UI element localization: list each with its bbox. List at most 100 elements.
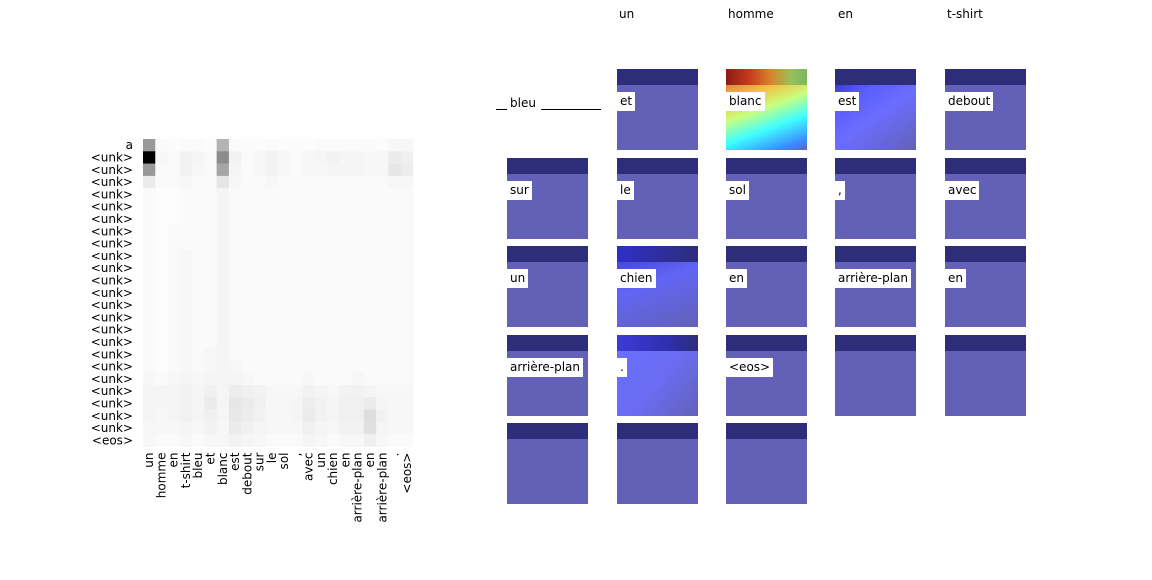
heatmap-cell — [363, 311, 377, 324]
attention-tile: est — [835, 69, 916, 150]
heatmap-cell — [314, 323, 328, 337]
heatmap-cell — [192, 249, 205, 263]
heatmap-cell — [327, 249, 340, 263]
heatmap-cell — [167, 286, 181, 300]
heatmap-cell — [277, 286, 291, 300]
heatmap-cell — [351, 225, 365, 238]
heatmap-cell — [302, 409, 316, 423]
heatmap-cell — [314, 139, 328, 152]
heatmap-cell — [204, 335, 217, 349]
heatmap-cell — [216, 311, 230, 324]
heatmap-cell — [290, 163, 303, 177]
y-tick-label: <unk> — [91, 384, 133, 398]
heatmap-cell — [351, 175, 365, 189]
heatmap-cell — [327, 200, 340, 214]
heatmap-cell — [265, 311, 279, 324]
heatmap-cell — [351, 139, 365, 152]
heatmap-cell — [327, 421, 340, 435]
heatmap-cell — [302, 163, 316, 177]
heatmap-cell — [277, 225, 291, 238]
heatmap-cell — [143, 188, 156, 201]
heatmap-cell — [143, 212, 156, 226]
heatmap-cell — [277, 249, 291, 263]
heatmap-cell — [228, 237, 242, 250]
heatmap-cell — [290, 434, 303, 447]
heatmap-cell — [376, 151, 389, 164]
heatmap-cell — [339, 249, 352, 263]
heatmap-cell — [143, 225, 156, 238]
heatmap-cell — [167, 311, 181, 324]
heatmap-cell — [241, 421, 254, 435]
heatmap-cell — [400, 262, 414, 275]
heatmap-cell — [290, 151, 303, 164]
heatmap-cell — [253, 434, 266, 447]
heatmap-cell — [253, 163, 266, 177]
heatmap-cell — [265, 372, 279, 386]
heatmap-cell — [179, 249, 193, 263]
heatmap-cell — [314, 175, 328, 189]
heatmap-cell — [204, 348, 217, 361]
heatmap-cell — [376, 360, 389, 373]
heatmap-cell — [143, 385, 156, 398]
heatmap-cell — [143, 163, 156, 177]
heatmap-cell — [216, 262, 230, 275]
x-tick-label: debout — [240, 452, 254, 495]
heatmap-cell — [143, 421, 156, 435]
heatmap-cell — [241, 348, 254, 361]
heatmap-cell — [277, 151, 291, 164]
heatmap-cell — [179, 409, 193, 423]
heatmap-cell — [363, 274, 377, 287]
heatmap-cell — [290, 225, 303, 238]
attention-tile: blanc — [726, 69, 807, 150]
heatmap-cell — [143, 274, 156, 287]
heatmap-cell — [388, 188, 401, 201]
heatmap-cell — [363, 372, 377, 386]
heatmap-cell — [253, 151, 266, 164]
heatmap-cell — [155, 360, 168, 373]
heatmap-cell — [192, 286, 205, 300]
heatmap-cell — [179, 372, 193, 386]
heatmap-cell — [290, 335, 303, 349]
heatmap-cell — [302, 360, 316, 373]
heatmap-cell — [302, 225, 316, 238]
heatmap-cell — [228, 163, 242, 177]
heatmap-cell — [302, 249, 316, 263]
heatmap-cell — [302, 139, 316, 152]
y-tick-label: <unk> — [91, 261, 133, 275]
attention-tile: chien — [617, 246, 698, 327]
heatmap-cell — [253, 409, 266, 423]
heatmap-cell — [253, 237, 266, 250]
heatmap-cell — [179, 237, 193, 250]
x-tick-label: le — [265, 453, 279, 464]
heatmap-cell — [302, 298, 316, 312]
heatmap-cell — [339, 200, 352, 214]
heatmap-cell — [228, 249, 242, 263]
x-tick-label: sol — [277, 453, 291, 470]
heatmap-cell — [253, 360, 266, 373]
heatmap-cell — [179, 311, 193, 324]
heatmap-cell — [400, 188, 414, 201]
heatmap-cell — [253, 335, 266, 349]
x-tick-label: homme — [154, 453, 168, 499]
heatmap-cell — [241, 212, 254, 226]
heatmap-cell — [143, 434, 156, 447]
heatmap-cell — [216, 163, 230, 177]
heatmap-cell — [192, 262, 205, 275]
tile-top-band — [507, 158, 588, 174]
heatmap-cell — [376, 286, 389, 300]
heatmap-cell — [277, 163, 291, 177]
tile-word-label: . — [617, 358, 627, 377]
heatmap-cell — [155, 311, 168, 324]
heatmap-cell — [351, 409, 365, 423]
heatmap-cell — [327, 335, 340, 349]
heatmap-cell — [314, 237, 328, 250]
heatmap-cell — [400, 421, 414, 435]
heatmap-cell — [216, 434, 230, 447]
heatmap-cell — [179, 200, 193, 214]
heatmap-cell — [204, 249, 217, 263]
heatmap-cell — [400, 175, 414, 189]
heatmap-cell — [228, 188, 242, 201]
heatmap-cell — [302, 311, 316, 324]
heatmap-cell — [277, 139, 291, 152]
attention-tile — [617, 423, 698, 504]
